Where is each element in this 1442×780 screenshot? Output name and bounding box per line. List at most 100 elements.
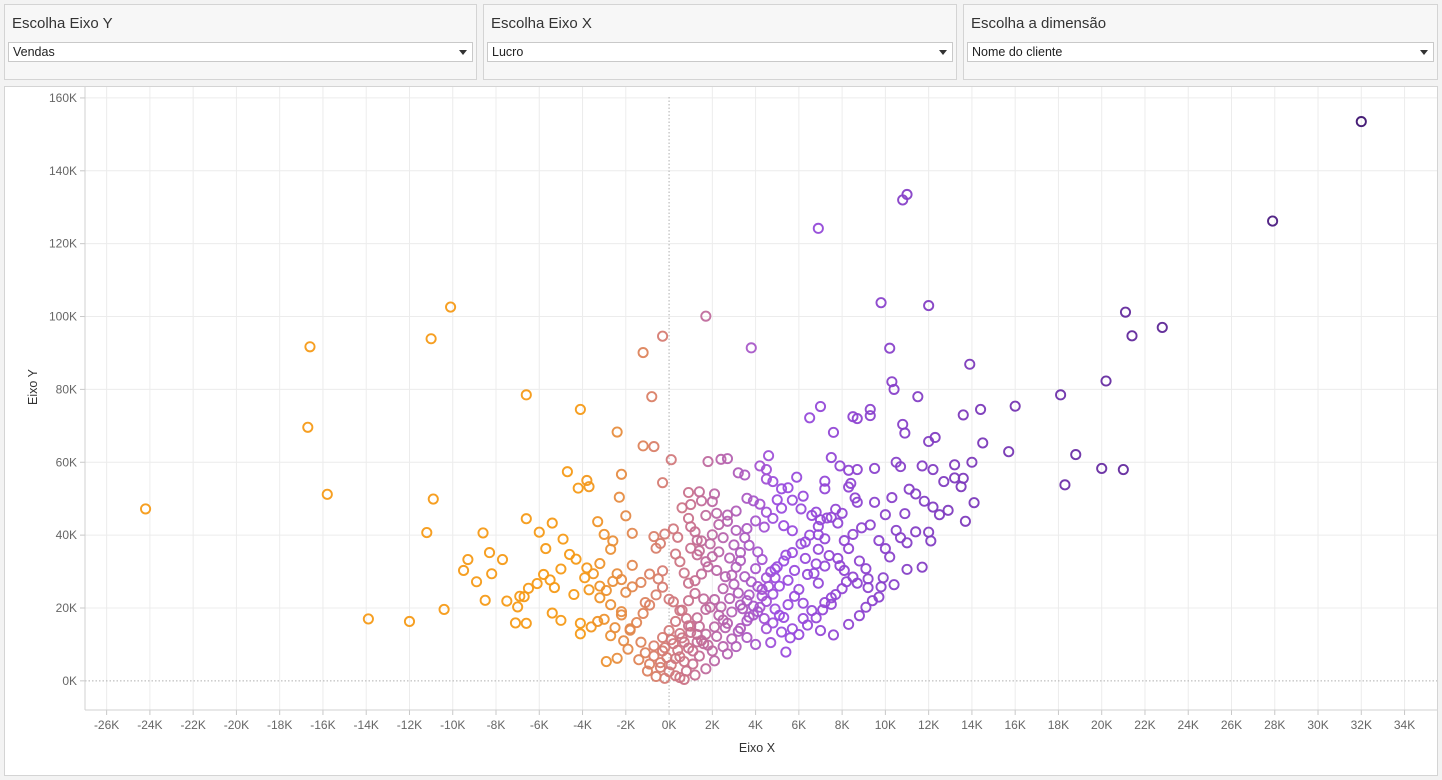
data-point[interactable]	[522, 582, 535, 594]
data-point[interactable]	[743, 611, 755, 623]
data-point[interactable]	[834, 560, 846, 572]
data-point[interactable]	[877, 572, 889, 584]
data-point[interactable]	[555, 563, 567, 575]
data-point[interactable]	[721, 648, 734, 660]
data-point[interactable]	[1119, 306, 1132, 318]
data-point[interactable]	[704, 538, 716, 550]
data-point[interactable]	[592, 615, 604, 628]
data-point[interactable]	[840, 576, 852, 588]
data-point[interactable]	[910, 488, 922, 500]
data-point[interactable]	[713, 519, 725, 531]
data-point[interactable]	[776, 483, 788, 495]
data-point[interactable]	[912, 391, 924, 403]
data-point[interactable]	[1009, 400, 1021, 412]
data-point[interactable]	[797, 597, 809, 609]
data-point[interactable]	[760, 572, 772, 584]
data-point[interactable]	[637, 607, 649, 620]
data-point[interactable]	[1003, 446, 1015, 458]
data-point[interactable]	[570, 553, 582, 565]
data-point[interactable]	[1055, 389, 1067, 401]
y-axis-select[interactable]: Vendas	[8, 42, 473, 62]
data-point[interactable]	[851, 496, 863, 508]
data-point[interactable]	[791, 471, 803, 483]
data-point[interactable]	[600, 655, 612, 668]
data-point[interactable]	[555, 614, 567, 626]
data-point[interactable]	[620, 510, 632, 522]
data-point[interactable]	[873, 591, 885, 603]
data-point[interactable]	[518, 591, 530, 603]
data-point[interactable]	[949, 472, 961, 484]
data-point[interactable]	[832, 517, 844, 529]
data-point[interactable]	[726, 606, 738, 618]
data-point[interactable]	[853, 555, 865, 567]
data-point[interactable]	[425, 333, 437, 345]
data-point[interactable]	[812, 222, 824, 234]
data-point[interactable]	[776, 502, 788, 514]
data-point[interactable]	[477, 527, 489, 539]
data-point[interactable]	[650, 589, 662, 601]
data-point[interactable]	[403, 615, 416, 628]
data-point[interactable]	[594, 557, 606, 570]
data-point[interactable]	[771, 561, 783, 573]
data-point[interactable]	[819, 483, 831, 495]
data-point[interactable]	[888, 579, 900, 591]
data-point[interactable]	[540, 543, 552, 555]
data-point[interactable]	[438, 603, 450, 615]
data-point[interactable]	[728, 578, 740, 590]
data-point[interactable]	[782, 599, 794, 611]
data-point[interactable]	[795, 538, 807, 550]
data-point[interactable]	[819, 560, 831, 572]
data-point[interactable]	[672, 531, 684, 543]
data-point[interactable]	[700, 628, 712, 640]
data-point[interactable]	[847, 528, 859, 540]
data-point[interactable]	[784, 632, 796, 644]
data-point[interactable]	[786, 547, 798, 559]
data-point[interactable]	[879, 509, 891, 521]
data-point[interactable]	[700, 603, 712, 615]
data-point[interactable]	[734, 622, 746, 634]
data-point[interactable]	[719, 622, 731, 634]
data-point[interactable]	[598, 528, 610, 540]
data-point[interactable]	[797, 490, 809, 502]
data-point[interactable]	[959, 515, 971, 527]
data-point[interactable]	[700, 310, 712, 322]
data-point[interactable]	[741, 523, 753, 535]
data-point[interactable]	[674, 627, 686, 640]
data-point[interactable]	[752, 580, 764, 593]
data-point[interactable]	[611, 652, 623, 664]
data-point[interactable]	[814, 514, 827, 526]
data-point[interactable]	[814, 625, 827, 637]
data-point[interactable]	[520, 513, 532, 525]
data-point[interactable]	[626, 527, 638, 539]
data-point[interactable]	[771, 494, 783, 506]
data-point[interactable]	[648, 650, 660, 662]
data-point[interactable]	[927, 501, 939, 513]
data-point[interactable]	[739, 532, 751, 544]
data-point[interactable]	[780, 549, 792, 561]
data-point[interactable]	[741, 492, 753, 504]
data-point[interactable]	[875, 581, 887, 593]
data-point[interactable]	[657, 581, 669, 593]
data-point[interactable]	[734, 599, 746, 611]
data-point[interactable]	[1059, 479, 1071, 491]
data-point[interactable]	[678, 673, 690, 685]
data-point[interactable]	[715, 453, 727, 465]
data-point[interactable]	[862, 573, 874, 585]
data-point[interactable]	[483, 547, 496, 559]
data-point[interactable]	[445, 301, 457, 313]
data-point[interactable]	[897, 194, 909, 206]
data-point[interactable]	[873, 535, 885, 547]
data-point[interactable]	[583, 481, 595, 493]
data-point[interactable]	[812, 520, 824, 532]
data-point[interactable]	[715, 601, 727, 613]
data-point[interactable]	[581, 474, 593, 487]
data-point[interactable]	[496, 553, 509, 566]
data-point[interactable]	[682, 642, 695, 654]
data-point[interactable]	[964, 358, 976, 370]
data-point[interactable]	[804, 412, 816, 424]
data-point[interactable]	[730, 524, 742, 536]
data-point[interactable]	[721, 509, 734, 521]
data-point[interactable]	[719, 571, 731, 583]
data-point[interactable]	[817, 604, 829, 616]
data-point[interactable]	[795, 503, 807, 515]
